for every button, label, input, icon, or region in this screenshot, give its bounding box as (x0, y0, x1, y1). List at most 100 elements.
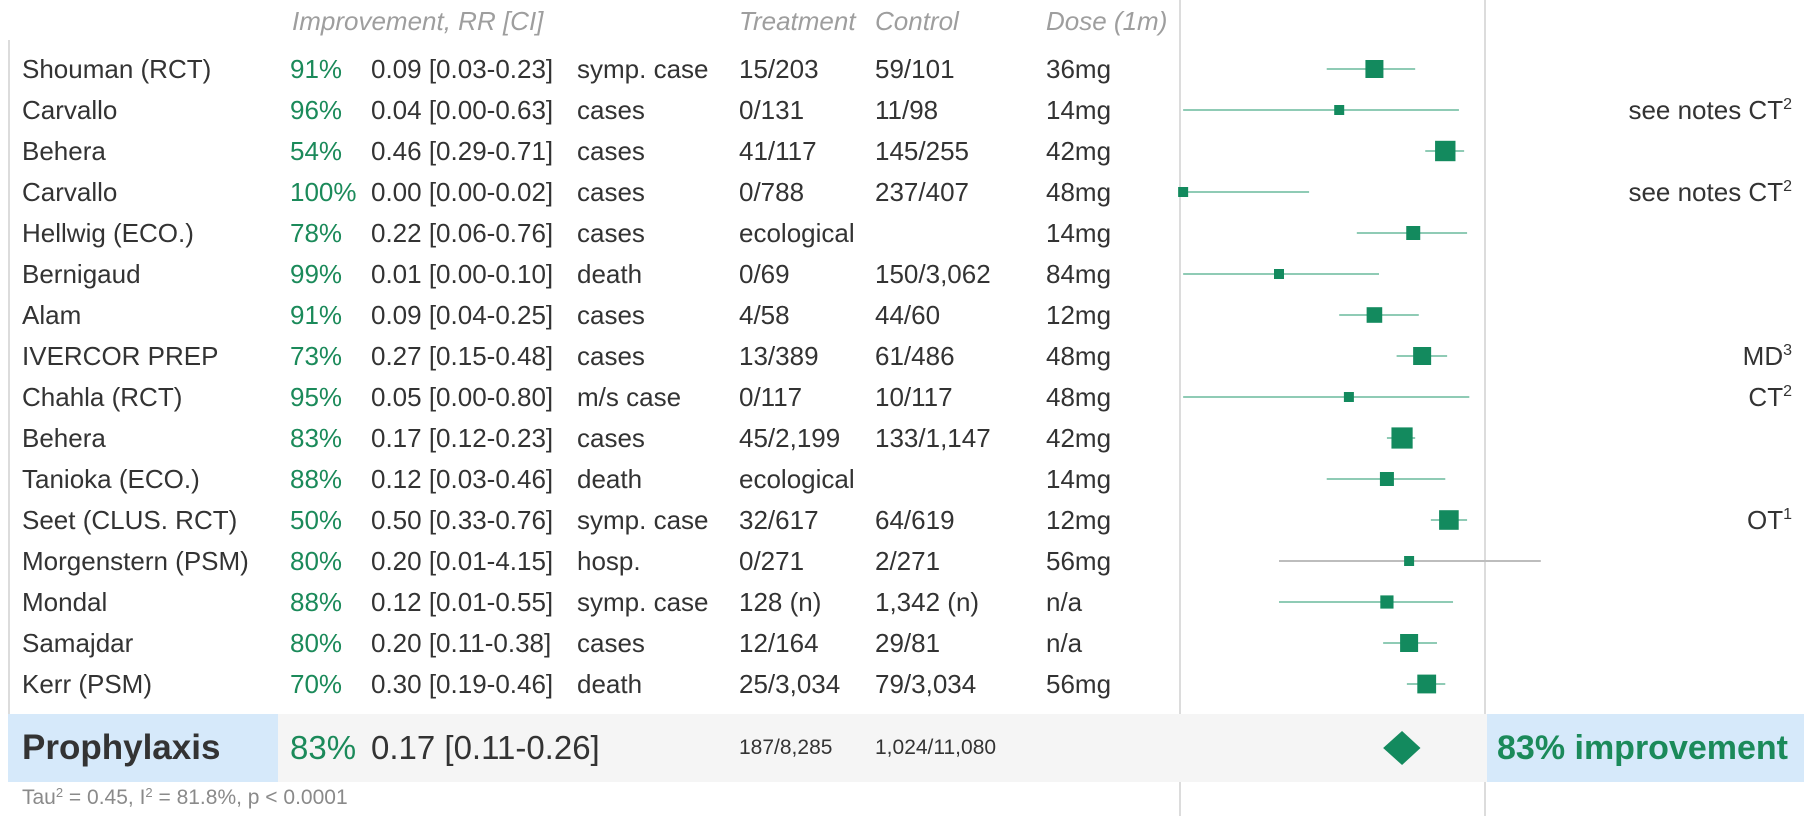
study-control: 150/3,062 (875, 259, 991, 289)
study-note-text: OT (1746, 505, 1784, 535)
study-control: 133/1,147 (875, 423, 991, 453)
study-outcome: cases (577, 218, 645, 248)
point-estimate-marker (1391, 427, 1413, 449)
point-estimate-marker (1366, 307, 1383, 323)
study-dose: 48mg (1046, 382, 1112, 412)
study-rr-ci: 0.50 [0.33-0.76] (371, 505, 554, 535)
header-improvement: Improvement, RR [CI] (292, 6, 544, 36)
study-dose: 14mg (1046, 464, 1112, 494)
study-outcome: cases (577, 423, 645, 453)
table-row: Mondal 88% 0.12 [0.01-0.55] symp. case 128 (… (0, 582, 1812, 622)
left-border-line (8, 40, 10, 714)
study-note-sup: 3 (1783, 342, 1792, 359)
study-outcome: symp. case (577, 54, 709, 84)
study-name: Bernigaud (22, 259, 141, 289)
study-improvement: 73% (290, 341, 343, 371)
study-name: Seet (CLUS. RCT) (22, 505, 238, 535)
study-rr-ci: 0.27 [0.15-0.48] (371, 341, 554, 371)
study-note: CT2 (1748, 377, 1792, 417)
study-improvement: 99% (290, 259, 343, 289)
study-treatment: 32/617 (739, 505, 819, 535)
study-improvement: 80% (290, 546, 343, 576)
point-estimate-marker (1274, 269, 1284, 279)
study-note-text: CT (1748, 382, 1784, 412)
study-improvement: 50% (290, 505, 343, 535)
table-row: Chahla (RCT) 95% 0.05 [0.00-0.80] m/s case 0… (0, 377, 1812, 417)
study-treatment: 13/389 (739, 341, 819, 371)
study-improvement: 80% (290, 628, 343, 658)
study-name: Behera (22, 423, 106, 453)
study-control: 237/407 (875, 177, 969, 207)
study-name: Behera (22, 136, 106, 166)
i2-sup: 2 (145, 785, 153, 800)
summary-treatment: 187/8,285 (739, 736, 833, 759)
study-rr-ci: 0.05 [0.00-0.80] (371, 382, 554, 412)
table-row: Hellwig (ECO.) 78% 0.22 [0.06-0.76] cases ec… (0, 213, 1812, 253)
study-control: 1,342 (n) (875, 587, 980, 617)
table-row: Morgenstern (PSM) 80% 0.20 [0.01-4.15] hosp… (0, 541, 1812, 581)
tau-value: = 0.45, I (63, 786, 146, 809)
point-estimate-marker (1404, 556, 1415, 566)
study-outcome: cases (577, 177, 645, 207)
study-control: 79/3,034 (875, 669, 977, 699)
study-name: Carvallo (22, 95, 118, 125)
study-treatment: 0/69 (739, 259, 790, 289)
study-note: MD3 (1743, 336, 1792, 376)
study-control: 10/117 (875, 382, 953, 412)
summary-improvement: 83% (290, 729, 357, 766)
study-name: IVERCOR PREP (22, 341, 219, 371)
study-rr-ci: 0.17 [0.12-0.23] (371, 423, 554, 453)
study-note: see notes CT2 (1628, 172, 1792, 212)
study-treatment: 45/2,199 (739, 423, 841, 453)
study-dose: 48mg (1046, 177, 1112, 207)
point-estimate-marker (1406, 226, 1421, 240)
study-control: 59/101 (875, 54, 955, 84)
summary-rr-ci: 0.17 [0.11-0.26] (371, 729, 600, 766)
study-name: Hellwig (ECO.) (22, 218, 194, 248)
header-treatment: Treatment (739, 6, 856, 36)
reference-line (1179, 0, 1181, 816)
table-row: Shouman (RCT) 91% 0.09 [0.03-0.23] symp. ca… (0, 49, 1812, 89)
study-dose: 84mg (1046, 259, 1112, 289)
study-rr-ci: 0.12 [0.01-0.55] (371, 587, 554, 617)
study-outcome: cases (577, 300, 645, 330)
heterogeneity-stats: Tau2 = 0.45, I2 = 81.8%, p < 0.0001 (22, 786, 348, 810)
study-control: 145/255 (875, 136, 969, 166)
point-estimate-marker (1435, 140, 1456, 162)
study-control: 61/486 (875, 341, 955, 371)
study-dose: n/a (1046, 587, 1083, 617)
point-estimate-marker (1343, 392, 1354, 402)
study-outcome: death (577, 464, 643, 494)
i2-value: = 81.8%, p < 0.0001 (152, 786, 348, 809)
study-note: OT1 (1747, 500, 1792, 540)
study-rr-ci: 0.12 [0.03-0.46] (371, 464, 554, 494)
study-treatment: 128 (n) (739, 587, 822, 617)
study-treatment: 0/788 (739, 177, 805, 207)
study-rr-ci: 0.30 [0.19-0.46] (371, 669, 554, 699)
summary-name-box (8, 714, 278, 782)
table-row: Carvallo 100% 0.00 [0.00-0.02] cases 0/788 23… (0, 172, 1812, 212)
table-row: IVERCOR PREP 73% 0.27 [0.15-0.48] cases 13/3… (0, 336, 1812, 376)
study-improvement: 95% (290, 382, 343, 412)
study-note: see notes CT2 (1628, 90, 1792, 130)
summary-control: 1,024/11,080 (875, 736, 997, 759)
study-improvement: 91% (290, 300, 343, 330)
study-control: 11/98 (875, 95, 939, 125)
study-note-text: see notes CT (1628, 177, 1784, 207)
study-treatment: 41/117 (739, 136, 817, 166)
study-treatment: ecological (739, 218, 855, 248)
study-rr-ci: 0.20 [0.11-0.38] (371, 628, 552, 658)
point-estimate-marker (1380, 595, 1394, 609)
study-name: Carvallo (22, 177, 118, 207)
summary-result: 83% improvement (1497, 729, 1788, 767)
study-outcome: cases (577, 341, 645, 371)
study-improvement: 96% (290, 95, 343, 125)
study-name: Samajdar (22, 628, 134, 658)
study-rr-ci: 0.01 [0.00-0.10] (371, 259, 554, 289)
study-name: Shouman (RCT) (22, 54, 212, 84)
study-treatment: 0/271 (739, 546, 805, 576)
study-improvement: 100% (290, 177, 357, 207)
study-rr-ci: 0.20 [0.01-4.15] (371, 546, 554, 576)
table-row: Kerr (PSM) 70% 0.30 [0.19-0.46] death 25/3,0… (0, 664, 1812, 704)
pooled-estimate-diamond (1383, 731, 1421, 765)
